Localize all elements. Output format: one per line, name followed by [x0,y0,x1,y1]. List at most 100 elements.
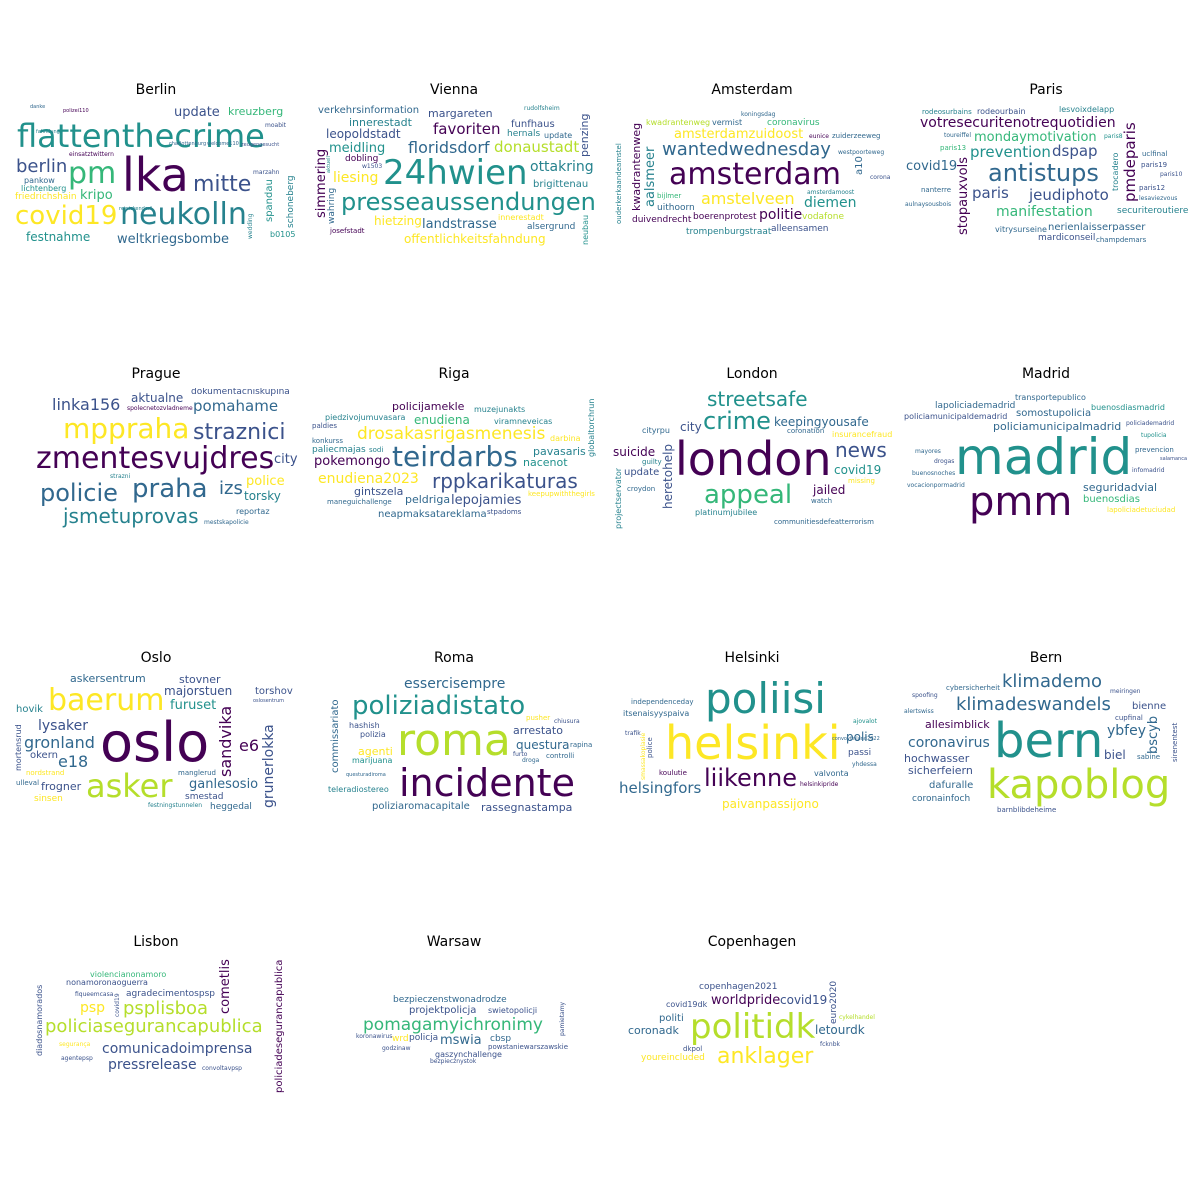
cloud-word: communitiesdefeatterrorism [774,518,874,526]
cloud-word: mortensrud [14,724,23,771]
cloud-word: einsatztwittern [69,151,114,158]
cloud-word: itsenaisyyspaiva [623,709,690,718]
cloud-word: alsergrund [527,222,576,232]
cloud-word: mayores [915,448,941,455]
cloud-word: bienne [1132,701,1167,712]
cloud-word: covid19 [114,993,121,1017]
cloud-word: okern [30,750,58,761]
cloud-word: agradecimentospsp [126,989,215,999]
cloud-word: euro2020 [829,980,839,1024]
panel-title: Oslo [140,650,172,666]
cloud-word: questuradiroma [346,772,386,778]
cloud-word: policiamunicipalmadrid [993,420,1122,433]
wordcloud-panel-copenhagen: Copenhagen politidk anklager worldpride covi… [610,934,894,1104]
cloud-word: favoriten [433,120,501,138]
wordcloud: antistups jeudiphoto prevention dspap paris p… [904,104,1188,246]
cloud-word: darbina [550,434,581,443]
cloud-word: heretohelp [661,443,675,509]
cloud-word: toureiffel [944,132,972,139]
cloud-word: lichtenberg [21,184,67,193]
cloud-word: diadosnamorados [35,984,44,1056]
cloud-word: paris13 [940,144,967,152]
cloud-word: neukolln [120,197,247,232]
cloud-word: convoyfinland2022 [832,736,880,742]
cloud-word: flattenthecrime [17,117,265,155]
cloud-word: penzing [578,113,591,157]
cloud-word: vermist [712,118,743,127]
cloud-word: konkurss [312,437,343,445]
panel-title: London [726,366,778,382]
wordcloud: lka flattenthecrime neukolln pm welcome110 co… [14,104,298,246]
cloud-word: keepingyousafe [774,415,869,429]
cloud-word: bern [994,713,1104,769]
cloud-word: aktuell [326,156,332,173]
wordcloud-panel-london: London london appeal crime streetsafe news kee… [610,366,894,536]
cloud-word: cupfinal [1115,714,1143,722]
cloud-word: mitte [193,172,252,197]
cloud-word: mardiconseil [1038,233,1096,243]
wordcloud: teirdarbs rppkarikaturas drosakasrigasmene… [312,388,596,530]
cloud-word: grunerlokka [261,724,277,808]
cloud-word: leopoldstadt [326,127,401,141]
cloud-word: paris19 [1141,161,1168,169]
cloud-word: covid19dk [666,1000,708,1009]
cloud-word: nordstrand [26,769,65,777]
panel-title: Lisbon [133,934,179,950]
cloud-word: covid19 [834,463,882,477]
cloud-word: psplisboa [123,998,209,1019]
cloud-word: antistups [988,159,1099,187]
cloud-word: news [835,438,887,462]
cloud-word: ouderkerkaandeamstel [615,143,623,224]
cloud-word: psp [80,1000,106,1016]
cloud-word: berlin [16,156,68,177]
wordcloud-panel-berlin: Berlin lka flattenthecrime neukolln pm welcom… [14,82,298,252]
cloud-word: maneguichallenge [327,498,392,506]
cloud-word: cybersicherheit [946,684,1000,692]
cloud-word: verkehrsinformation [318,105,420,116]
cloud-word: bijlmer [657,192,682,200]
panel-title: Helsinki [724,650,780,666]
cloud-word: buenosdiasmadrid [1091,403,1165,412]
wordcloud: madrid pmm policiamunicipalmadrid seguridad… [904,388,1188,530]
cloud-word: gronland [24,733,95,752]
cloud-word: charlottenburg [169,141,207,147]
wordcloud: helsinki poliisi liikenne helsingfors paivan… [610,672,894,814]
cloud-word: pm [68,156,117,191]
cloud-word: policja [409,1033,439,1043]
cloud-word: dafuralle [929,780,974,791]
cloud-word: offentlichkeitsfahndung [404,232,546,246]
cloud-word: vitrysurseine [995,225,1047,234]
cloud-word: ybfey [1107,723,1146,739]
cloud-word: schoneberg [286,175,296,228]
cloud-word: brigittenau [533,179,589,190]
cloud-word: meidling [329,141,386,156]
cloud-word: hernals [507,129,541,139]
cloud-word: 24hwien [383,153,528,193]
cloud-word: suicide [613,445,656,459]
cloud-word: diemen [804,195,857,211]
wordcloud-panel-warsaw: Warsaw pomagamyichronimy mswia projektpolic… [312,934,596,1104]
cloud-word: straznici [193,420,286,445]
cloud-word: kapoblog [987,762,1171,808]
cloud-word: marijuana [352,756,393,765]
panel-title: Paris [1029,82,1063,98]
cloud-word: mondaymotivation [974,130,1097,145]
cloud-word: platinumjubilee [695,508,758,517]
cloud-word: teirdarbs [392,440,518,473]
cloud-word: w1503 [362,163,383,170]
cloud-word: stovner [179,673,221,686]
cloud-word: liesing [333,170,379,186]
cloud-word: reinickendorf [119,206,152,212]
cloud-word: amsterdamzuidoost [674,127,804,142]
wordcloud-panel-amsterdam: Amsterdam amsterdam wantedwednesday amstelv… [610,82,894,252]
cloud-word: pusher [526,714,551,722]
cloud-word: policijamekle [392,400,465,413]
cloud-word: yhdessa [852,761,877,768]
cloud-word: manifestation [996,204,1093,220]
cloud-word: kwadrantenweg [646,118,711,127]
cloud-word: rodeourbain [977,107,1026,116]
cloud-word: insurancefraud [832,430,893,439]
cloud-word: innerestadt [349,116,412,129]
cloud-word: eunice [809,133,829,140]
